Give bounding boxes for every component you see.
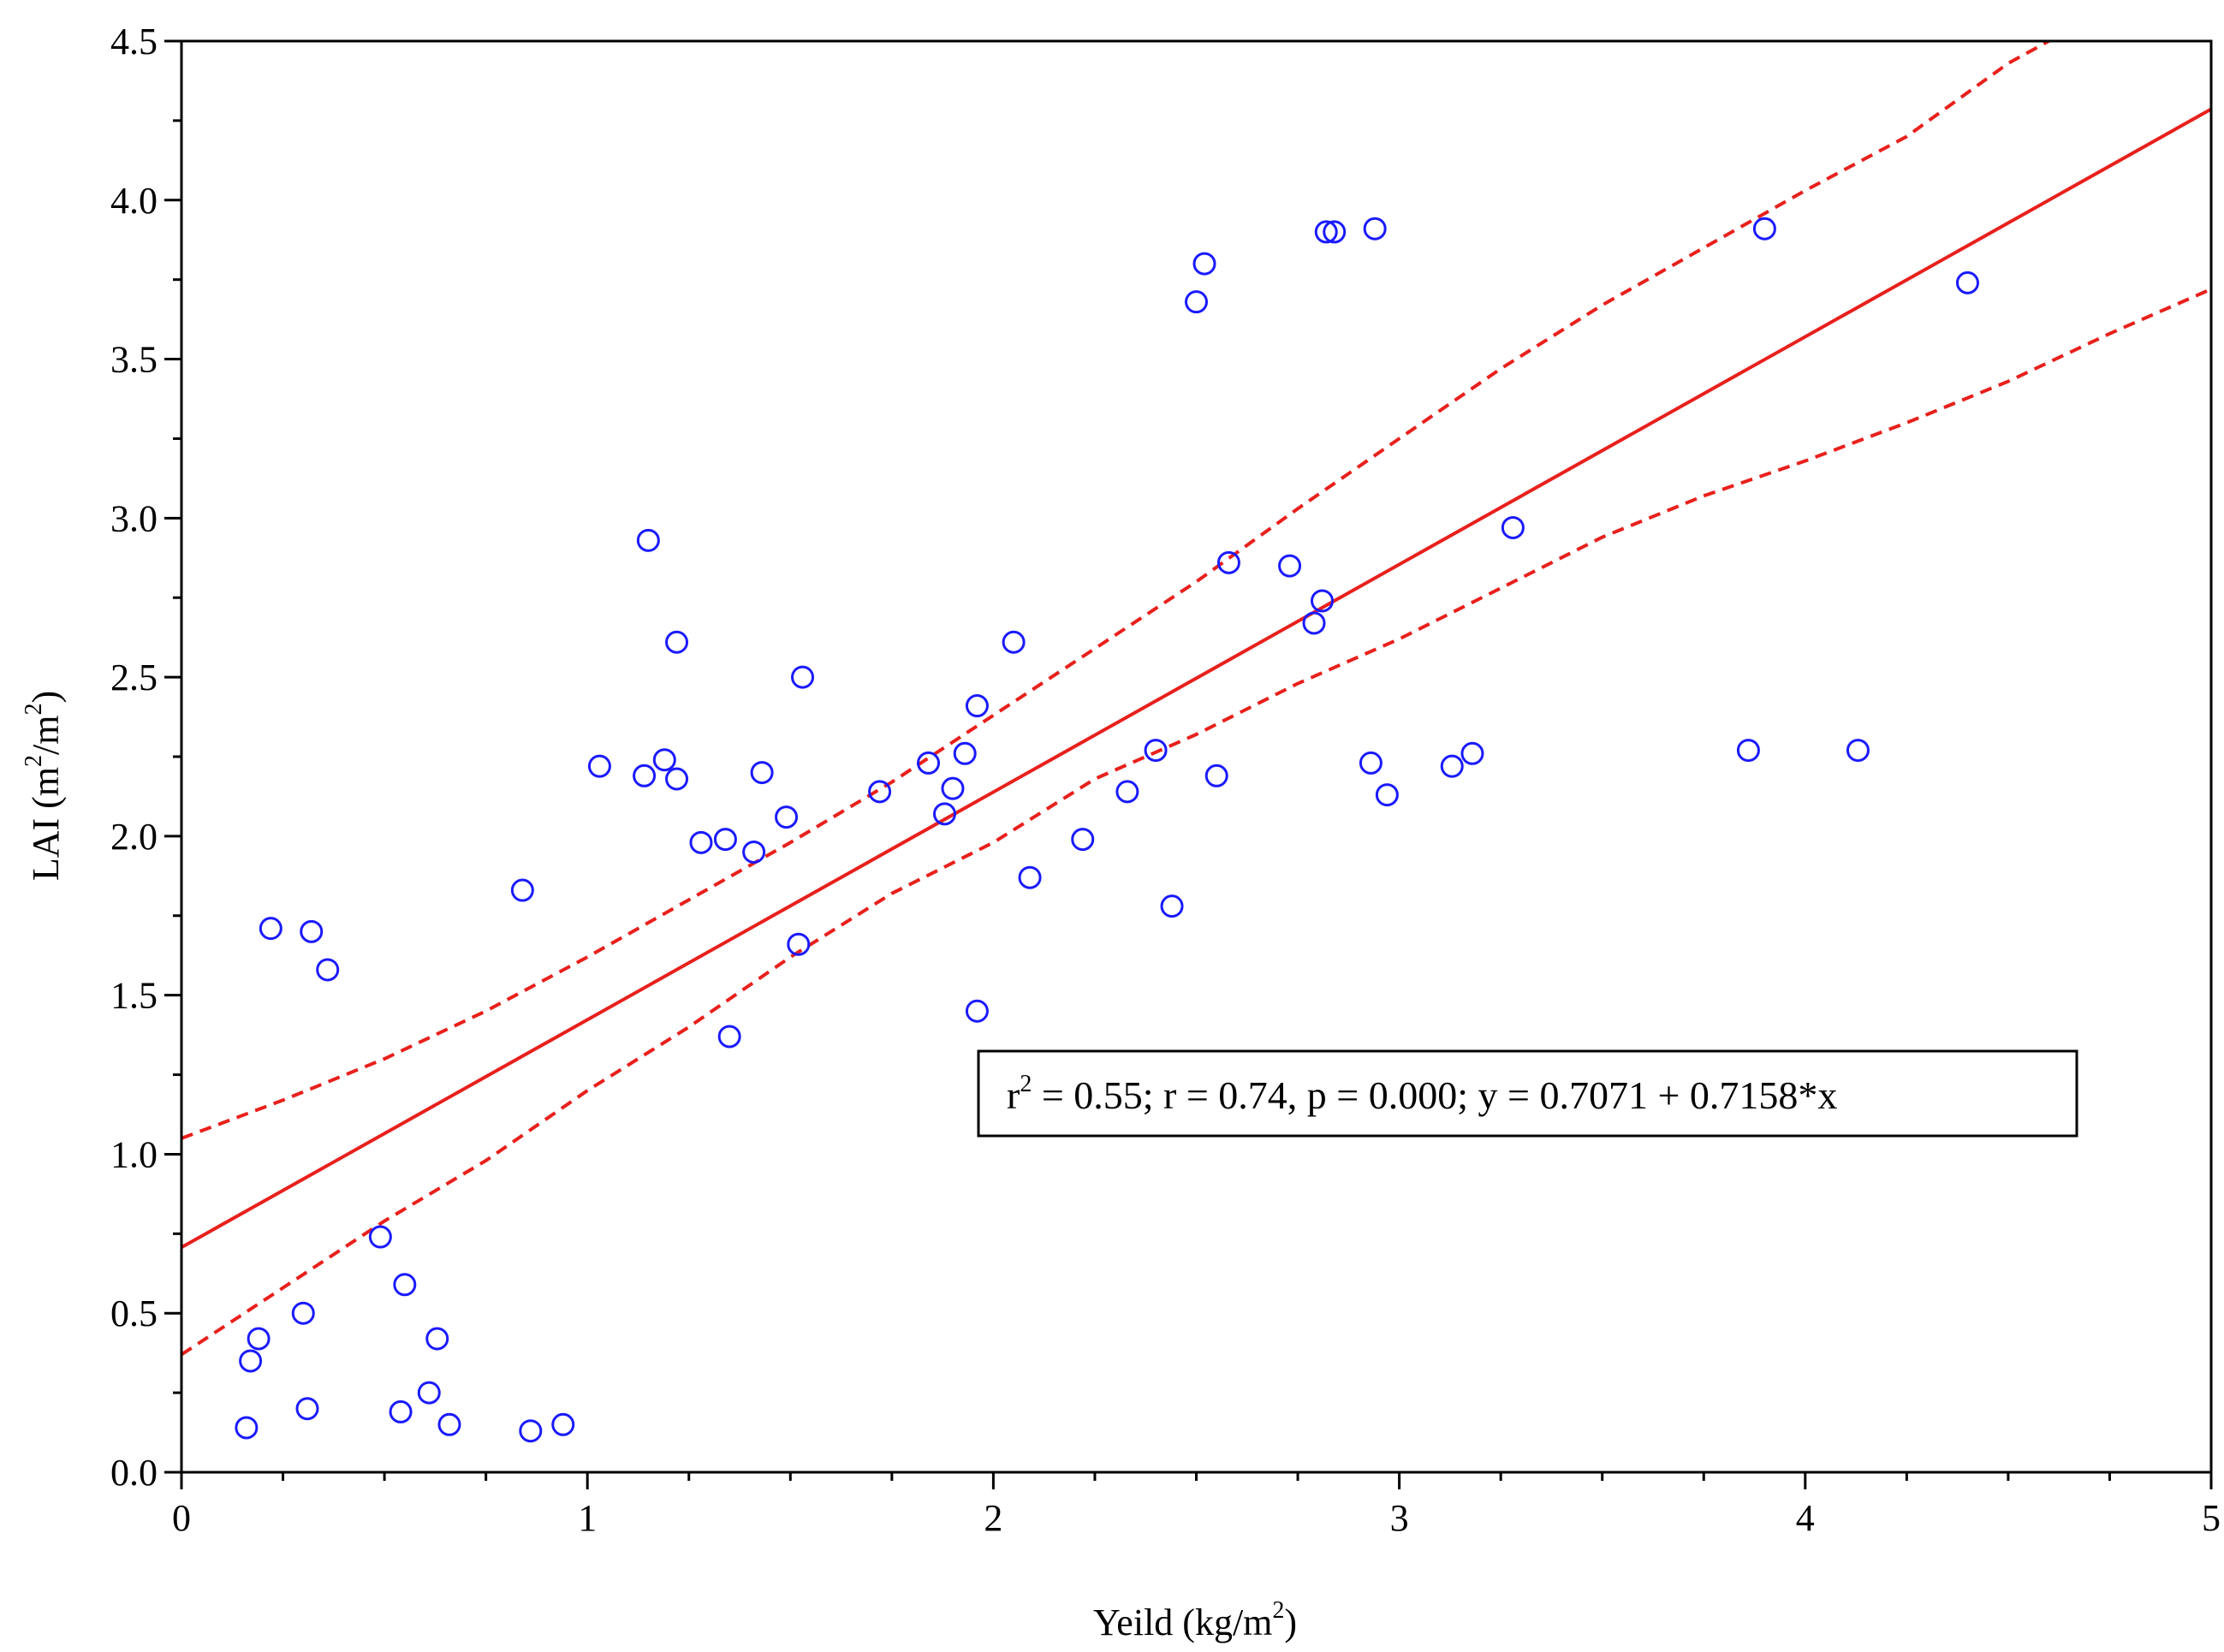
data-point	[1846, 739, 1870, 763]
data-point	[1955, 270, 1979, 294]
data-point	[965, 694, 989, 718]
data-point	[291, 1301, 315, 1325]
data-point	[368, 1225, 392, 1249]
data-point	[1302, 611, 1326, 635]
y-tick-label: 0.5	[110, 1292, 158, 1334]
data-point	[1375, 783, 1399, 807]
y-axis-title: LAI (m2/m2)	[21, 691, 67, 881]
data-point	[1440, 754, 1464, 778]
data-point	[1144, 739, 1168, 763]
data-point	[633, 764, 657, 787]
data-point	[1160, 894, 1184, 918]
x-tick-label: 0	[172, 1497, 191, 1539]
data-point	[1192, 252, 1216, 276]
y-tick-label: 4.0	[110, 180, 158, 222]
data-point	[1216, 550, 1240, 574]
data-point	[750, 761, 774, 785]
confidence-band-line	[181, 287, 2211, 1357]
data-point	[300, 919, 324, 943]
stats-annotation-text: r2 = 0.55; r = 0.74, p = 0.000; y = 0.70…	[1007, 1071, 1837, 1117]
data-point	[787, 932, 811, 956]
data-point	[868, 780, 892, 804]
data-point	[965, 999, 989, 1023]
data-point	[1018, 865, 1042, 889]
y-tick-label: 2.0	[110, 816, 158, 858]
data-point	[1311, 589, 1335, 613]
data-point	[941, 776, 965, 800]
data-point	[1736, 739, 1760, 763]
data-point	[1752, 217, 1776, 241]
data-point	[917, 751, 941, 775]
data-points	[235, 217, 1979, 1443]
data-point	[1002, 630, 1026, 654]
y-tick-label: 1.0	[110, 1133, 158, 1175]
data-point	[425, 1327, 449, 1351]
data-point	[259, 917, 282, 941]
data-point	[247, 1327, 271, 1351]
x-tick-label: 5	[2202, 1497, 2221, 1539]
data-point	[717, 1025, 741, 1049]
data-point	[1185, 290, 1208, 314]
x-tick-label: 4	[1796, 1497, 1815, 1539]
x-axis-title: Yeild (kg/m2)	[1093, 1597, 1297, 1643]
data-point	[551, 1412, 575, 1436]
data-point	[689, 830, 713, 854]
y-tick-label: 1.5	[110, 975, 158, 1017]
data-point	[953, 741, 977, 765]
data-point	[1359, 751, 1383, 775]
data-point	[775, 805, 799, 829]
data-point	[1323, 220, 1347, 244]
data-point	[1071, 828, 1095, 852]
data-point	[239, 1349, 263, 1373]
data-point	[1501, 515, 1525, 539]
regression-line	[181, 107, 2211, 1250]
data-point	[1278, 554, 1302, 578]
data-point	[652, 748, 676, 772]
data-point	[1204, 764, 1228, 787]
x-tick-label: 2	[984, 1497, 1002, 1539]
regression-line-group	[181, 107, 2211, 1250]
stats-annotation: r2 = 0.55; r = 0.74, p = 0.000; y = 0.70…	[977, 1049, 2078, 1138]
data-point	[742, 840, 766, 864]
data-point	[636, 528, 660, 552]
data-point	[417, 1381, 441, 1405]
confidence-bands	[181, 41, 2211, 1357]
data-point	[437, 1412, 461, 1436]
data-point	[1314, 220, 1338, 244]
x-tick-label: 1	[578, 1497, 597, 1539]
data-point	[791, 665, 815, 689]
axis-ticks: 0.0 0.5 1.0 1.5 2.0 2.5 3.0 3.5 4.0 4.5 0 1 2 3 4 5	[110, 21, 2221, 1539]
data-point	[510, 878, 534, 902]
data-point	[316, 958, 340, 982]
data-point	[1460, 741, 1484, 765]
data-point	[1115, 780, 1139, 804]
data-point	[519, 1419, 543, 1443]
data-point	[295, 1397, 319, 1421]
data-point	[665, 630, 689, 654]
data-point	[393, 1273, 417, 1297]
data-point	[235, 1416, 259, 1440]
data-point	[932, 802, 956, 826]
y-tick-label: 2.5	[110, 657, 158, 698]
x-tick-label: 3	[1390, 1497, 1409, 1539]
data-point	[713, 828, 737, 852]
y-tick-label: 3.5	[110, 339, 158, 381]
data-point	[665, 767, 689, 791]
data-point	[389, 1399, 413, 1423]
stats-annotation-box	[977, 1049, 2078, 1138]
y-tick-label: 4.5	[110, 21, 158, 62]
data-point	[1363, 217, 1387, 241]
y-tick-label: 3.0	[110, 497, 158, 539]
data-point	[587, 754, 611, 778]
y-tick-label: 0.0	[110, 1452, 158, 1494]
